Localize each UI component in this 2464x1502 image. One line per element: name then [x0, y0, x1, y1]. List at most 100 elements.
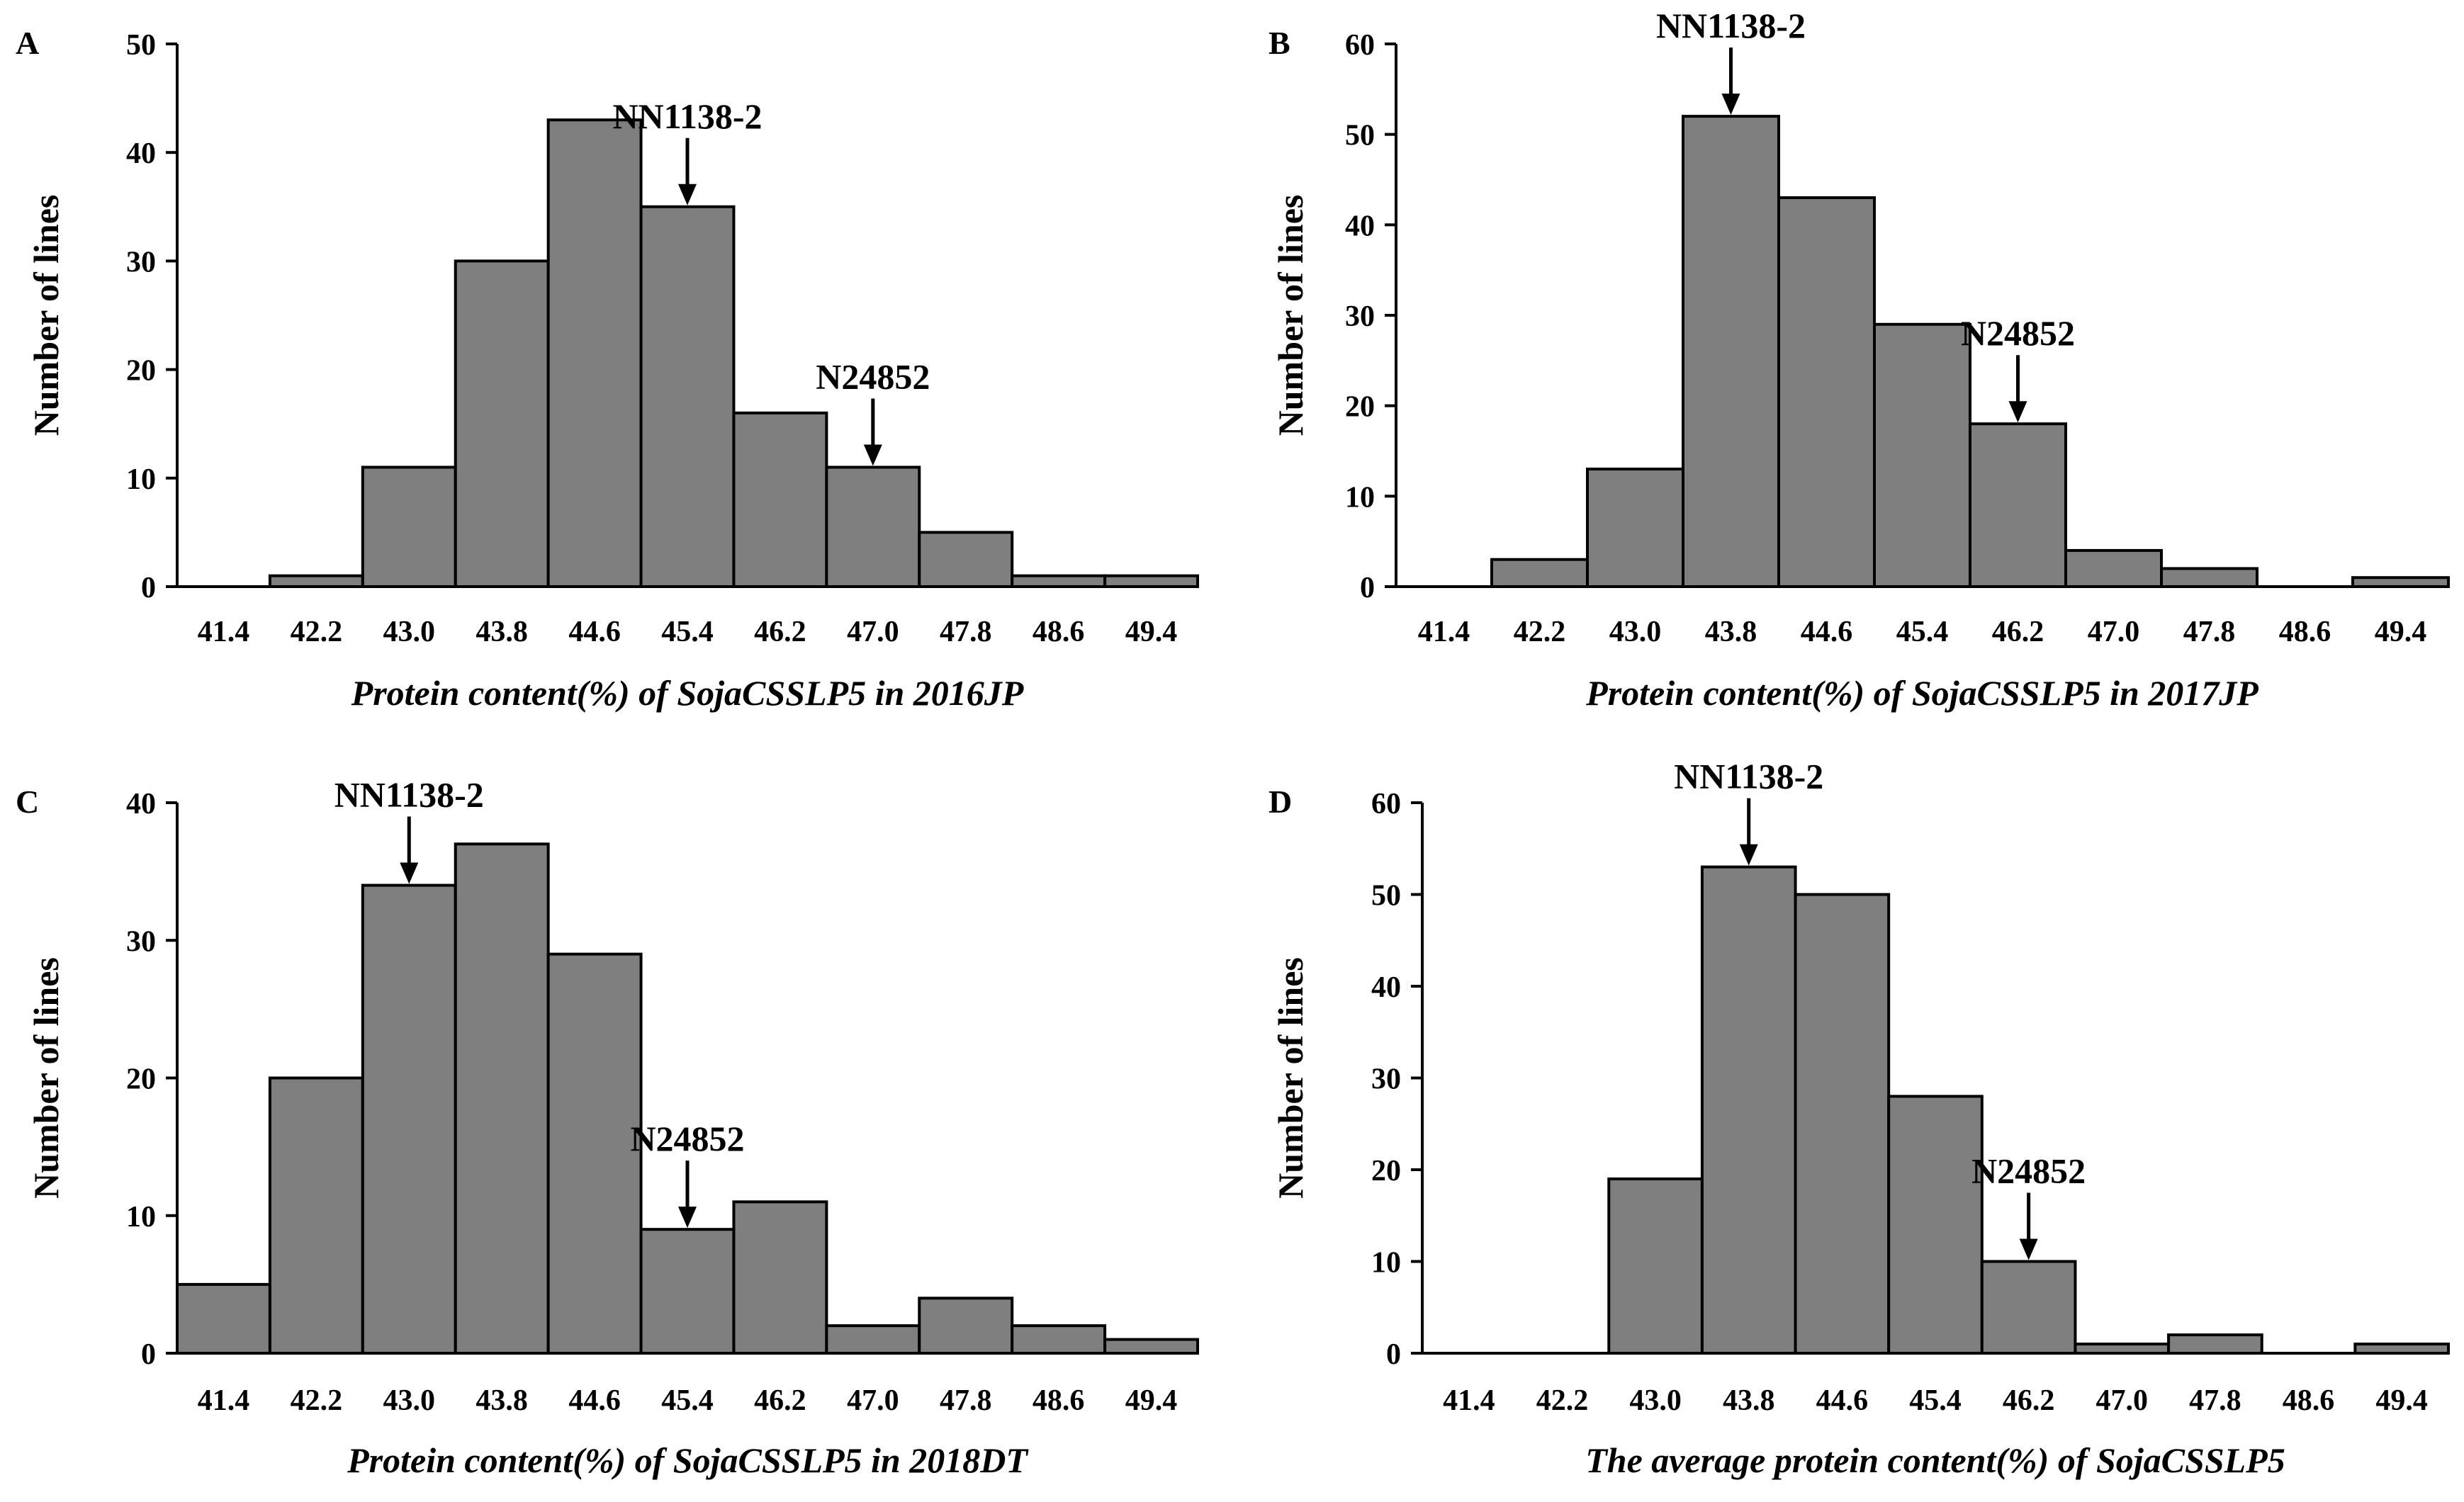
y-axis-label: Number of lines [26, 195, 66, 436]
x-tick-label: 47.8 [2189, 1384, 2241, 1417]
x-tick-label: 47.0 [847, 1384, 899, 1417]
y-tick-label: 60 [1371, 788, 1401, 820]
x-tick-label: 43.0 [1609, 616, 1662, 648]
annotation-arrow-head [678, 183, 697, 205]
x-tick-label: 48.6 [1033, 616, 1085, 648]
x-tick-label: 47.8 [940, 616, 992, 648]
bar-47.0 [2064, 548, 2163, 589]
annotation-label: N24852 [630, 1119, 744, 1158]
y-tick-label: 30 [1345, 300, 1375, 333]
x-axis-label: Protein content(%) of SojaCSSLP5 in 2016… [351, 673, 1024, 713]
x-tick-label: 42.2 [1536, 1384, 1589, 1417]
bar-45.4 [1873, 322, 1971, 588]
panel-letter: A [16, 25, 39, 61]
y-tick-label: 0 [1360, 572, 1375, 604]
x-tick-label: 43.8 [1705, 616, 1757, 648]
bar-47.8 [918, 1297, 1014, 1355]
bar-45.4 [639, 205, 736, 588]
x-tick-label: 49.4 [2375, 1384, 2428, 1417]
x-tick-label: 44.6 [568, 1384, 621, 1417]
y-tick-label: 0 [1386, 1338, 1401, 1371]
x-tick-label: 47.0 [2088, 616, 2140, 648]
x-tick-label: 46.2 [754, 1384, 806, 1417]
bar-44.6 [1777, 196, 1876, 588]
y-tick-label: 0 [141, 1338, 156, 1371]
x-tick-label: 43.8 [476, 616, 528, 648]
x-tick-label: 45.4 [661, 1384, 714, 1417]
bar-47.8 [918, 531, 1014, 589]
bar-48.6 [1011, 1324, 1107, 1355]
x-axis-label: The average protein content(%) of SojaCS… [1585, 1440, 2285, 1480]
panel-letter: B [1268, 25, 1290, 61]
x-tick-label: 43.0 [383, 616, 436, 648]
x-tick-label: 45.4 [661, 616, 714, 648]
bar-43.0 [1586, 468, 1684, 588]
bar-43.8 [1682, 115, 1780, 588]
y-tick-label: 10 [126, 1201, 156, 1233]
x-tick-label: 44.6 [1816, 1384, 1869, 1417]
y-tick-label: 10 [126, 463, 156, 496]
y-tick-label: 20 [126, 355, 156, 388]
x-axis-label: Protein content(%) of SojaCSSLP5 in 2017… [1585, 673, 2258, 713]
annotation-arrow-head [1721, 94, 1740, 115]
x-tick-label: 49.4 [2375, 616, 2427, 648]
annotation-arrow-head [400, 862, 419, 884]
bar-44.6 [546, 952, 643, 1355]
x-tick-label: 43.0 [1629, 1384, 1682, 1417]
y-axis-label: Number of lines [1271, 195, 1310, 436]
x-tick-label: 45.4 [1909, 1384, 1962, 1417]
bar-43.0 [361, 465, 457, 588]
chart-panel-c: C 0 10 20 30 40 41.4 42.2 43.0 43.8 44.6 45.4 46.2 47… [16, 775, 1200, 1480]
x-tick-label: 41.4 [198, 1384, 250, 1417]
x-tick-label: 42.2 [291, 616, 343, 648]
annotation-arrow-head [2008, 401, 2027, 423]
x-tick-label: 43.0 [383, 1384, 436, 1417]
bar-46.2 [732, 1200, 828, 1355]
chart-panel-a: A 0 10 20 30 40 50 41.4 42.2 43.0 43.8 44.6 45.4 46.2… [16, 25, 1200, 713]
annotation-label: N24852 [1961, 313, 2075, 353]
annotation-arrow-head [2019, 1238, 2038, 1260]
bar-47.8 [2160, 567, 2258, 589]
x-tick-label: 45.4 [1896, 616, 1949, 648]
x-axis-label: Protein content(%) of SojaCSSLP5 in 2018… [347, 1440, 1029, 1480]
panel-letter: C [16, 784, 39, 820]
x-tick-label: 49.4 [1125, 616, 1178, 648]
y-tick-label: 20 [1371, 1155, 1401, 1187]
bar-43.0 [1607, 1177, 1704, 1355]
bar-46.2 [732, 411, 828, 588]
bar-47.8 [2167, 1333, 2263, 1355]
x-tick-label: 48.6 [2283, 1384, 2335, 1417]
bar-45.4 [1887, 1095, 1984, 1355]
y-axis-label: Number of lines [1271, 957, 1310, 1199]
annotation-label: NN1138-2 [1656, 6, 1806, 45]
y-tick-label: 0 [141, 572, 156, 604]
x-tick-label: 43.8 [1723, 1384, 1775, 1417]
chart-panel-d: D 0 10 20 30 40 50 60 41.4 42.2 43.0 43.8 44.6 45.4 46… [1268, 757, 2450, 1480]
y-tick-label: 40 [1371, 971, 1401, 1004]
bar-44.6 [1794, 893, 1891, 1355]
y-tick-label: 20 [126, 1063, 156, 1096]
x-tick-label: 47.0 [2096, 1384, 2149, 1417]
x-tick-label: 48.6 [2279, 616, 2331, 648]
bar-47.0 [825, 1324, 921, 1355]
bar-41.4 [176, 1282, 271, 1355]
bar-43.8 [454, 259, 550, 588]
bar-47.0 [825, 465, 921, 588]
y-tick-label: 30 [1371, 1063, 1401, 1096]
bar-46.2 [1969, 422, 2067, 589]
y-tick-label: 20 [1345, 391, 1375, 424]
x-tick-label: 46.2 [1992, 616, 2044, 648]
y-tick-label: 10 [1371, 1247, 1401, 1280]
bar-48.6 [1011, 574, 1107, 588]
annotation-label: NN1138-2 [334, 775, 484, 815]
y-tick-label: 50 [1345, 120, 1375, 152]
bar-42.2 [268, 1076, 364, 1355]
y-tick-label: 50 [1371, 880, 1401, 913]
x-tick-label: 47.8 [940, 1384, 992, 1417]
bar-43.8 [454, 842, 550, 1355]
bar-44.6 [546, 118, 643, 589]
x-tick-label: 49.4 [1125, 1384, 1178, 1417]
bar-49.4 [1103, 574, 1200, 588]
bar-46.2 [1980, 1260, 2077, 1355]
